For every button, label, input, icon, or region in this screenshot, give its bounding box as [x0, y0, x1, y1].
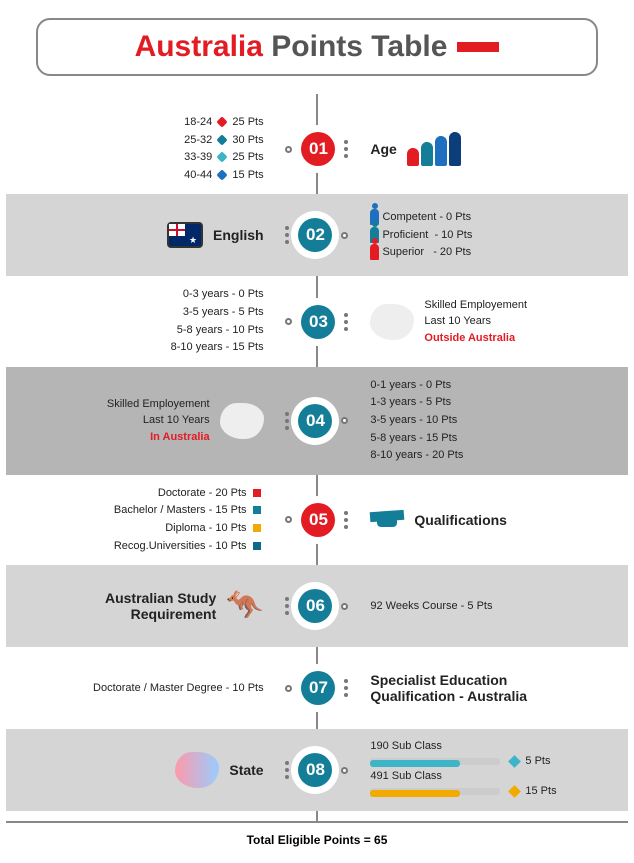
inside-points-list: 0-1 years - 0 Pts 1-3 years - 5 Pts 3-5 …	[370, 377, 463, 465]
specialist-heading: Specialist EducationQualification - Aust…	[370, 672, 527, 704]
row-skilled-inside: Skilled Employement Last 10 Years In Aus…	[6, 367, 628, 475]
title-rest: Points Table	[271, 30, 447, 63]
row-specialist: Doctorate / Master Degree - 10 Pts 07 Sp…	[6, 647, 628, 729]
row-qualifications: Doctorate - 20 Pts Bachelor / Masters - …	[6, 475, 628, 565]
badge-05: 05	[298, 500, 338, 540]
study-heading: Australian StudyRequirement	[105, 590, 216, 622]
connector-dot-icon	[285, 146, 292, 153]
page-title: Australia Points Table	[135, 30, 448, 64]
qualif-list: Doctorate - 20 Pts Bachelor / Masters - …	[114, 485, 264, 555]
row-skilled-outside: 0-3 years - 0 Pts 3-5 years - 5 Pts 5-8 …	[6, 276, 628, 366]
australia-map-icon	[370, 304, 414, 340]
title-dash-icon	[457, 42, 499, 52]
badge-03: 03	[298, 302, 338, 342]
badge-07: 07	[298, 668, 338, 708]
row-age: 18-24 25 Pts 25-32 30 Pts 33-39 25 Pts 4…	[6, 104, 628, 194]
title-red: Australia	[135, 30, 263, 63]
kangaroo-icon: 🦘	[226, 591, 263, 621]
timeline: 18-24 25 Pts 25-32 30 Pts 33-39 25 Pts 4…	[6, 94, 628, 821]
state-heading: State	[229, 762, 263, 778]
australia-map-icon	[220, 403, 264, 439]
row-english: English 02 Competent - 0 Pts Proficient …	[6, 194, 628, 276]
inside-heading: Skilled Employement Last 10 Years In Aus…	[107, 396, 210, 446]
english-points-list: Competent - 0 Pts Proficient - 10 Pts Su…	[370, 209, 472, 262]
people-icon	[407, 132, 461, 166]
aus-flag-icon	[167, 222, 203, 248]
subclass-list: 190 Sub Class 5 Pts 491 Sub Class 15 Pts	[370, 740, 556, 800]
footer-total: Total Eligible Points = 65	[6, 821, 628, 853]
title-box: Australia Points Table	[36, 18, 598, 76]
row-study-req: Australian StudyRequirement 🦘 06 92 Week…	[6, 565, 628, 647]
age-points-list: 18-24 25 Pts 25-32 30 Pts 33-39 25 Pts 4…	[184, 114, 263, 184]
badge-01: 01	[298, 129, 338, 169]
badge-08: 08	[295, 750, 335, 790]
gradcap-icon	[370, 511, 404, 529]
outside-heading: Skilled Employement Last 10 Years Outsid…	[424, 297, 527, 347]
specialist-points: Doctorate / Master Degree - 10 Pts	[93, 682, 264, 694]
badge-04: 04	[295, 401, 335, 441]
badge-06: 06	[295, 586, 335, 626]
australia-color-map-icon	[175, 752, 219, 788]
qualif-heading: Qualifications	[414, 512, 507, 528]
badge-02: 02	[295, 215, 335, 255]
age-heading: Age	[370, 141, 396, 157]
outside-points-list: 0-3 years - 0 Pts 3-5 years - 5 Pts 5-8 …	[171, 286, 264, 356]
study-points: 92 Weeks Course - 5 Pts	[370, 600, 492, 612]
dots-icon	[344, 140, 348, 158]
english-heading: English	[213, 227, 264, 243]
row-state: State 08 190 Sub Class 5 Pts 491 Sub Cla…	[6, 729, 628, 811]
